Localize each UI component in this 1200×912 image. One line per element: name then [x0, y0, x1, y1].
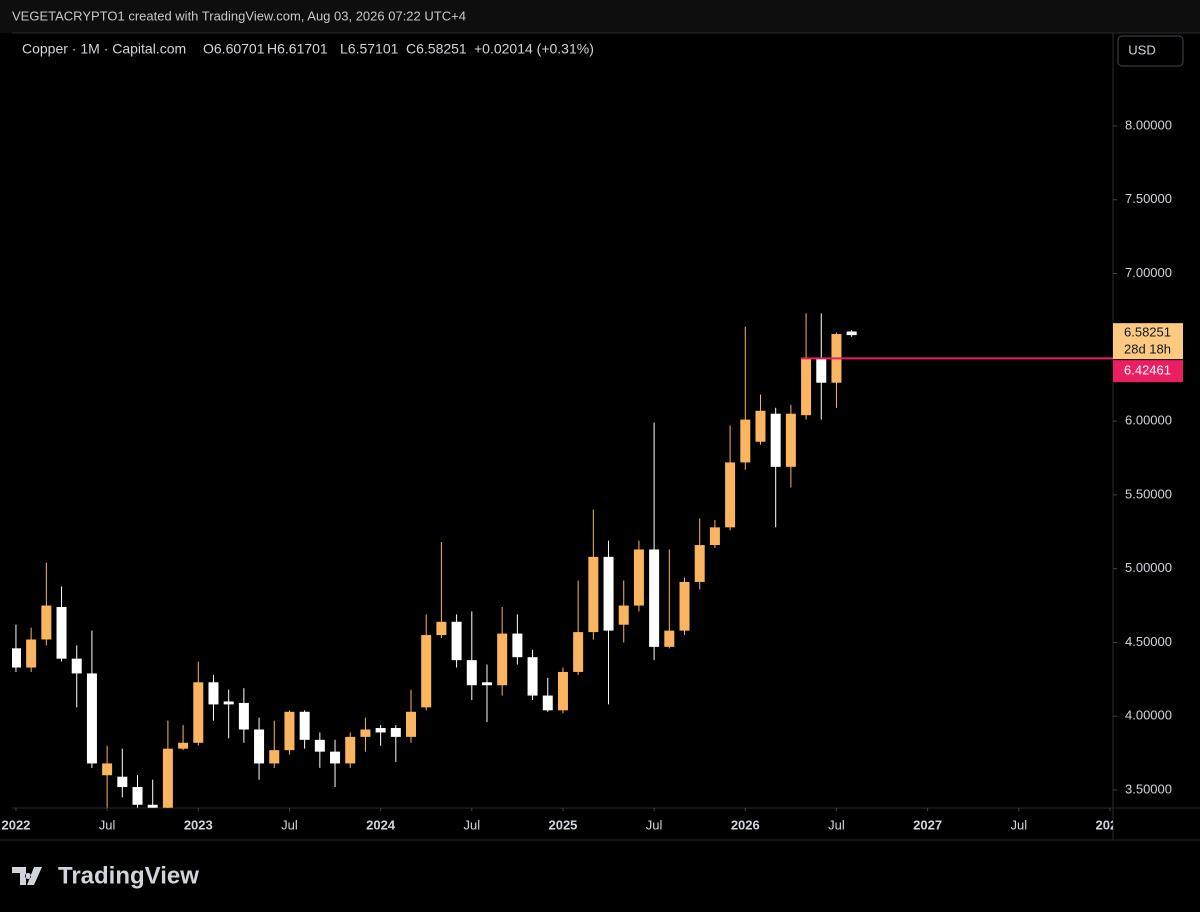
legend-close: C6.58251 [406, 41, 467, 57]
candle-body [299, 711, 310, 740]
candle-body [56, 607, 67, 659]
x-tick-label: Jul [646, 817, 663, 832]
candle-body [527, 657, 538, 696]
y-tick-label: 4.00000 [1125, 708, 1172, 723]
candle-body [71, 658, 82, 674]
brand-name: TradingView [58, 862, 199, 889]
candle-body [436, 621, 447, 636]
countdown: 28d 18h [1124, 342, 1171, 357]
x-tick-label: Jul [828, 817, 845, 832]
candle-body [330, 751, 341, 764]
candle-body [740, 419, 751, 463]
candle-body [421, 635, 432, 708]
candle-body [314, 739, 325, 752]
candle-body [801, 357, 812, 416]
candle-body [147, 804, 158, 808]
candle-body [12, 648, 21, 668]
candle-body [603, 556, 614, 631]
candle-body [269, 750, 280, 764]
candle-body [86, 673, 97, 764]
candle-body [588, 556, 599, 633]
x-tick-label: 2024 [366, 817, 396, 832]
candle-body [846, 331, 857, 336]
x-tick-label: Jul [281, 817, 298, 832]
candle-body [451, 621, 462, 661]
y-tick-label: 4.50000 [1125, 634, 1172, 649]
x-tick-label: 2027 [913, 817, 942, 832]
x-tick-label: 2022 [1, 817, 30, 832]
x-tick-label: 2028 [1096, 817, 1125, 832]
y-tick-label: 5.00000 [1125, 560, 1172, 575]
logo [12, 867, 42, 885]
legend-symbol: Copper · 1M · Capital.com [22, 41, 186, 57]
y-tick-label: 6.00000 [1125, 413, 1172, 428]
candle-body [466, 660, 477, 686]
candle-body [360, 729, 371, 737]
candle-body [679, 581, 690, 631]
candle-body [254, 729, 265, 764]
candle-body [284, 711, 295, 751]
candle-body [162, 748, 173, 808]
candle-body [709, 527, 720, 546]
last-price-box [1113, 323, 1183, 360]
candle-body [238, 702, 249, 730]
candle-body [223, 701, 234, 705]
x-tick-label: Jul [463, 817, 480, 832]
currency-box[interactable] [1117, 35, 1184, 67]
credit: VEGETACRYPTO1 created with TradingView.c… [12, 8, 466, 23]
candle-body [725, 462, 736, 528]
candle-body [193, 682, 204, 743]
candle-body [618, 605, 629, 625]
candle-body [178, 742, 189, 749]
candle-body [512, 633, 523, 658]
legend-change: +0.02014 (+0.31%) [474, 41, 594, 57]
candle-body [117, 776, 128, 788]
candle-body [481, 682, 492, 686]
candle-body [785, 413, 796, 467]
x-tick-label: Jul [1010, 817, 1027, 832]
x-tick-label: 2025 [548, 817, 577, 832]
y-tick-label: 7.00000 [1125, 265, 1172, 280]
x-tick-label: 2026 [731, 817, 760, 832]
x-tick-label: Jul [99, 817, 116, 832]
y-tick-label: 3.50000 [1125, 781, 1172, 796]
candle-body [26, 639, 37, 668]
candle-body [132, 787, 143, 805]
candle-body [755, 410, 766, 442]
candle-body [770, 413, 781, 467]
candle-body [573, 632, 584, 672]
x-tick-label: 2023 [184, 817, 213, 832]
y-tick-label: 5.50000 [1125, 486, 1172, 501]
last-price-label: 6.58251 [1124, 325, 1171, 340]
y-tick-label: 8.00000 [1125, 117, 1172, 132]
price-line-label: 6.42461 [1124, 363, 1171, 378]
brand: TradingView [12, 862, 199, 889]
candle-body [345, 736, 356, 764]
legend-high: H6.61701 [267, 41, 328, 57]
candle-body [406, 711, 417, 737]
candle-body [694, 545, 705, 582]
header-bar [0, 0, 1200, 33]
candle-body [497, 633, 508, 686]
candle-body [208, 682, 219, 705]
legend-low: L6.57101 [340, 41, 399, 57]
legend-open: O6.60701 [203, 41, 265, 57]
currency[interactable]: USD [1128, 42, 1155, 57]
candle-body [557, 671, 568, 711]
candle-body [390, 728, 401, 737]
candle-body [633, 549, 644, 606]
y-tick-label: 7.50000 [1125, 191, 1172, 206]
candle-body [816, 357, 827, 383]
candle-body [375, 728, 386, 733]
candle-body [664, 630, 675, 647]
candle-body [102, 763, 113, 776]
candle-body [649, 549, 660, 647]
candle-body [41, 605, 52, 640]
legend: Copper · 1M · Capital.com O6.60701 H6.61… [22, 41, 594, 57]
price-line-box [1113, 360, 1183, 383]
candle-body [542, 695, 553, 711]
